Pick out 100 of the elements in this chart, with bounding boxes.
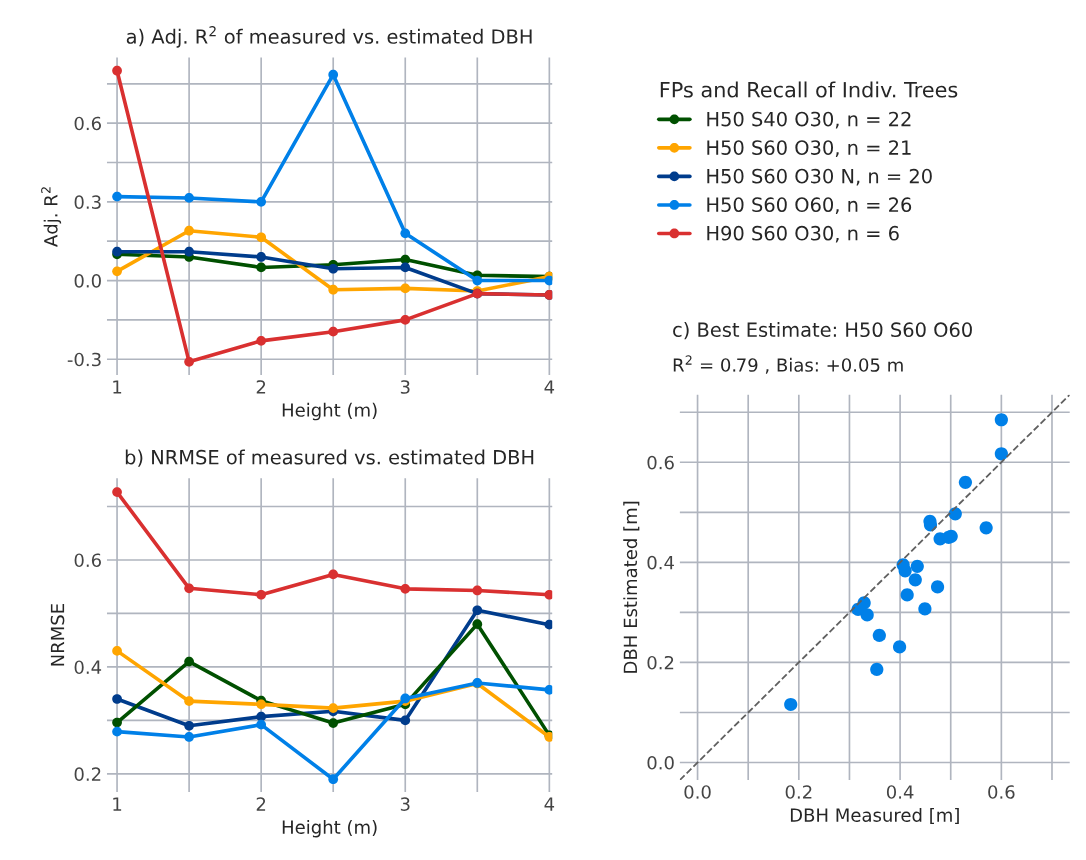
point bbox=[472, 605, 483, 616]
legend-label: H90 S60 O30, n = 6 bbox=[707, 225, 899, 243]
x-tick-label: 4 bbox=[544, 380, 555, 394]
legend-title: FPs and Recall of Indiv. Trees bbox=[660, 81, 958, 98]
point bbox=[256, 252, 267, 262]
y-axis-title: DBH Estimated [m] bbox=[623, 501, 640, 673]
point bbox=[930, 580, 945, 594]
point bbox=[256, 589, 267, 600]
point bbox=[184, 720, 194, 731]
x-tick-label: 3 bbox=[400, 797, 410, 811]
point bbox=[112, 694, 122, 704]
point bbox=[958, 475, 972, 489]
point bbox=[908, 573, 922, 587]
point bbox=[184, 246, 194, 257]
point bbox=[328, 718, 339, 728]
point bbox=[472, 619, 483, 630]
point bbox=[184, 656, 194, 667]
point bbox=[860, 608, 874, 622]
x-axis-title: Height (m) bbox=[282, 402, 377, 421]
point bbox=[544, 275, 553, 286]
point bbox=[112, 266, 122, 277]
point bbox=[918, 602, 932, 616]
point bbox=[994, 413, 1008, 427]
x-tick-label: 0.2 bbox=[785, 785, 812, 799]
y-tick-label: 0.2 bbox=[647, 655, 674, 670]
point bbox=[400, 262, 411, 273]
point bbox=[112, 191, 122, 202]
point bbox=[328, 569, 339, 580]
y-tick-label: 0.0 bbox=[647, 755, 674, 770]
point bbox=[112, 646, 122, 656]
x-tick-label: 2 bbox=[256, 380, 266, 394]
point bbox=[544, 619, 553, 630]
chart-title: a) Adj. R$^{2}$ of measured vs. estimated DBH bbox=[126, 26, 532, 48]
point bbox=[784, 697, 798, 712]
x-tick-label: 1 bbox=[113, 380, 122, 394]
x-tick-label: 0.0 bbox=[684, 785, 711, 799]
point bbox=[112, 487, 122, 497]
point bbox=[328, 284, 339, 295]
point bbox=[544, 685, 553, 695]
y-axis-title: NRMSE bbox=[50, 604, 65, 666]
point bbox=[256, 197, 267, 207]
x-tick-label: 1 bbox=[113, 797, 122, 811]
legend-label: H50 S40 O30, n = 22 bbox=[707, 111, 911, 129]
y-tick-label: -0.3 bbox=[67, 352, 101, 367]
legend-label: H50 S60 O30 N, n = 20 bbox=[707, 168, 932, 186]
point bbox=[112, 65, 122, 76]
y-tick-label: 0.6 bbox=[74, 553, 101, 568]
y-tick-label: 0.6 bbox=[74, 116, 101, 131]
point bbox=[544, 589, 553, 600]
y-tick-label: 0.4 bbox=[647, 555, 674, 570]
y-tick-label: 0.3 bbox=[74, 195, 101, 209]
legend-label: H50 S60 O60, n = 26 bbox=[707, 197, 912, 215]
point bbox=[256, 262, 267, 273]
point bbox=[400, 228, 411, 239]
legend-label: H50 S60 O30, n = 21 bbox=[707, 140, 911, 157]
point bbox=[256, 232, 267, 243]
x-axis-title: DBH Measured [m] bbox=[790, 807, 959, 825]
point bbox=[400, 583, 411, 594]
point bbox=[400, 315, 411, 325]
point bbox=[893, 640, 907, 654]
point bbox=[184, 356, 194, 367]
point bbox=[910, 559, 924, 573]
point bbox=[184, 193, 194, 203]
y-tick-label: 0.2 bbox=[74, 767, 101, 781]
point bbox=[898, 564, 912, 578]
point bbox=[328, 69, 339, 80]
point bbox=[900, 588, 914, 602]
point bbox=[400, 715, 411, 726]
x-tick-label: 2 bbox=[256, 797, 266, 811]
y-axis-title: Adj. R$^{2}$ bbox=[41, 187, 62, 247]
point bbox=[256, 699, 267, 710]
chart-subtitle: R$^{2}$ = 0.79 , Bias: +0.05 m bbox=[673, 355, 903, 374]
point bbox=[112, 717, 122, 728]
x-axis-title: Height (m) bbox=[282, 819, 377, 838]
point bbox=[872, 628, 886, 642]
point bbox=[112, 726, 122, 737]
y-tick-label: 0.6 bbox=[647, 455, 674, 470]
point bbox=[184, 225, 194, 236]
point bbox=[472, 275, 483, 286]
x-tick-label: 0.4 bbox=[886, 785, 914, 799]
y-tick-label: 0.0 bbox=[74, 274, 101, 288]
point bbox=[184, 732, 194, 742]
y-tick-label: 0.4 bbox=[74, 660, 102, 675]
x-tick-label: 0.6 bbox=[988, 785, 1015, 799]
point bbox=[256, 719, 267, 730]
point bbox=[328, 703, 339, 713]
point bbox=[994, 447, 1008, 461]
point bbox=[400, 283, 411, 294]
point bbox=[472, 585, 483, 596]
point bbox=[256, 336, 267, 346]
point bbox=[979, 521, 993, 535]
point bbox=[328, 326, 339, 337]
point bbox=[328, 774, 339, 785]
x-tick-label: 4 bbox=[544, 797, 555, 811]
point bbox=[328, 263, 339, 274]
point bbox=[184, 696, 194, 707]
point bbox=[184, 583, 194, 594]
point bbox=[870, 662, 884, 677]
chart-title: b) NRMSE of measured vs. estimated DBH bbox=[125, 449, 534, 467]
chart-title: c) Best Estimate: H50 S60 O60 bbox=[673, 321, 972, 340]
